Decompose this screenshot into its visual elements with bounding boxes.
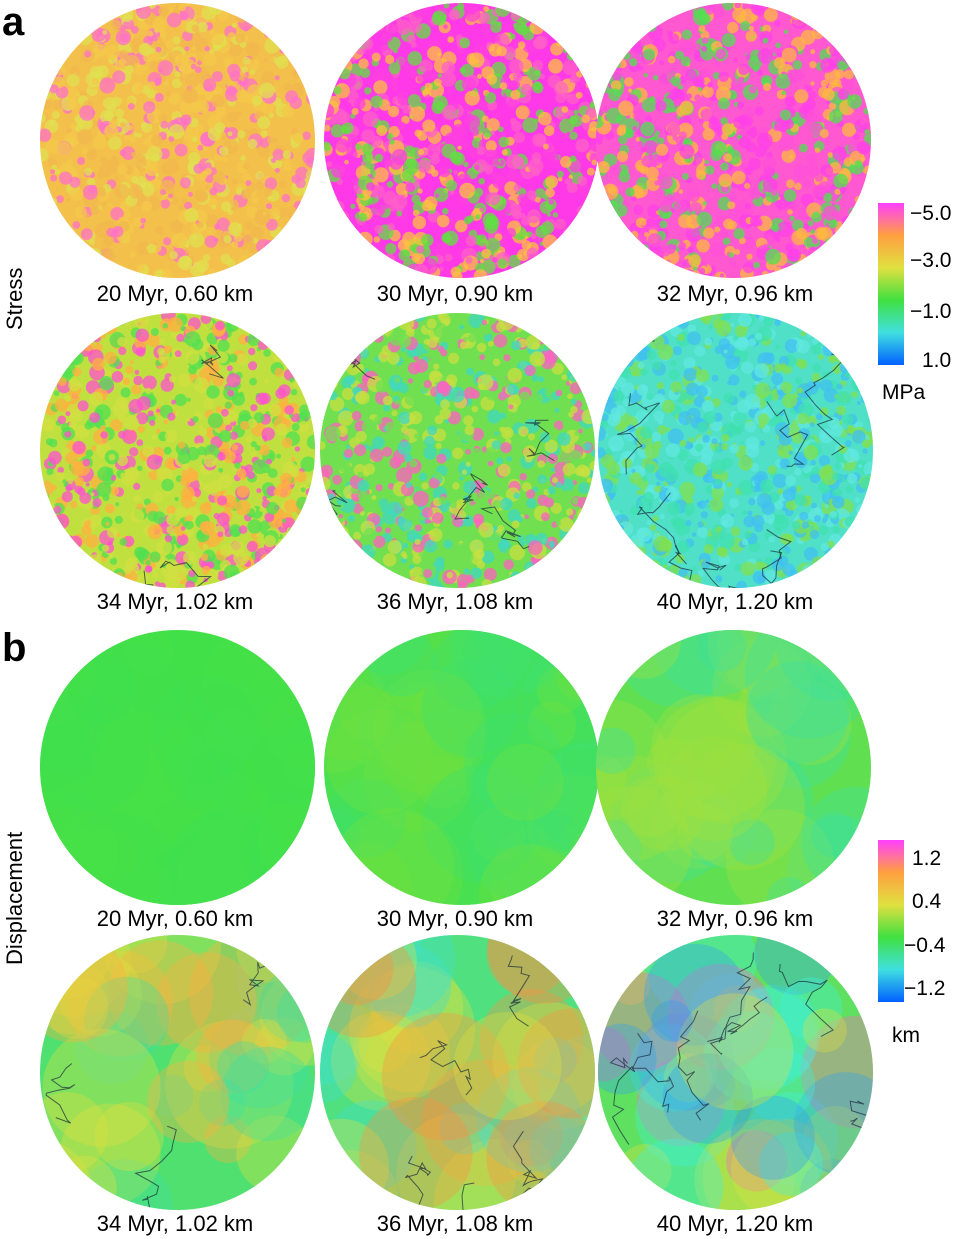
stress-colorbar-tick: −1.0 (910, 300, 952, 323)
row-label-displacement: Displacement (2, 831, 27, 965)
displacement-globe-34myr (40, 935, 315, 1210)
caption-stress-40myr: 40 Myr, 1.20 km (656, 589, 814, 614)
stress-globe-32myr (596, 3, 871, 278)
stress-colorbar-tick: −3.0 (910, 249, 952, 272)
displacement-colorbar-tick: 0.4 (912, 890, 942, 913)
stress-colorbar-tick: 1.0 (922, 349, 952, 372)
stress-globe-30myr (324, 3, 599, 278)
displacement-globe-40myr (598, 935, 873, 1210)
caption-displacement-20myr: 20 Myr, 0.60 km (96, 906, 254, 931)
stress-colorbar-unit: MPa (882, 381, 926, 404)
displacement-globe-30myr (324, 630, 599, 905)
caption-displacement-32myr: 32 Myr, 0.96 km (656, 906, 814, 931)
caption-stress-32myr: 32 Myr, 0.96 km (656, 281, 814, 306)
stress-globe-36myr (320, 313, 595, 588)
caption-stress-20myr: 20 Myr, 0.60 km (96, 281, 254, 306)
displacement-globe-36myr (320, 935, 595, 1210)
displacement-colorbar-tick: −0.4 (904, 934, 946, 957)
displacement-globe-20myr (40, 630, 315, 905)
stress-globe-40myr (598, 313, 873, 588)
caption-displacement-36myr: 36 Myr, 1.08 km (376, 1211, 534, 1236)
caption-displacement-34myr: 34 Myr, 1.02 km (96, 1211, 254, 1236)
caption-stress-34myr: 34 Myr, 1.02 km (96, 589, 254, 614)
displacement-colorbar (878, 840, 904, 1002)
stress-globe-20myr (40, 3, 315, 278)
caption-displacement-40myr: 40 Myr, 1.20 km (656, 1211, 814, 1236)
caption-stress-30myr: 30 Myr, 0.90 km (376, 281, 534, 306)
stress-colorbar (878, 203, 904, 365)
caption-stress-36myr: 36 Myr, 1.08 km (376, 589, 534, 614)
displacement-globe-32myr (596, 630, 871, 905)
displacement-colorbar-tick: −1.2 (904, 977, 946, 1000)
displacement-colorbar-unit: km (892, 1024, 920, 1047)
stress-globe-34myr (40, 313, 315, 588)
panel-letter-b: b (2, 626, 27, 670)
caption-displacement-30myr: 30 Myr, 0.90 km (376, 906, 534, 931)
stress-colorbar-tick: −5.0 (910, 202, 952, 225)
panel-letter-a: a (2, 0, 25, 44)
displacement-colorbar-tick: 1.2 (912, 847, 942, 870)
